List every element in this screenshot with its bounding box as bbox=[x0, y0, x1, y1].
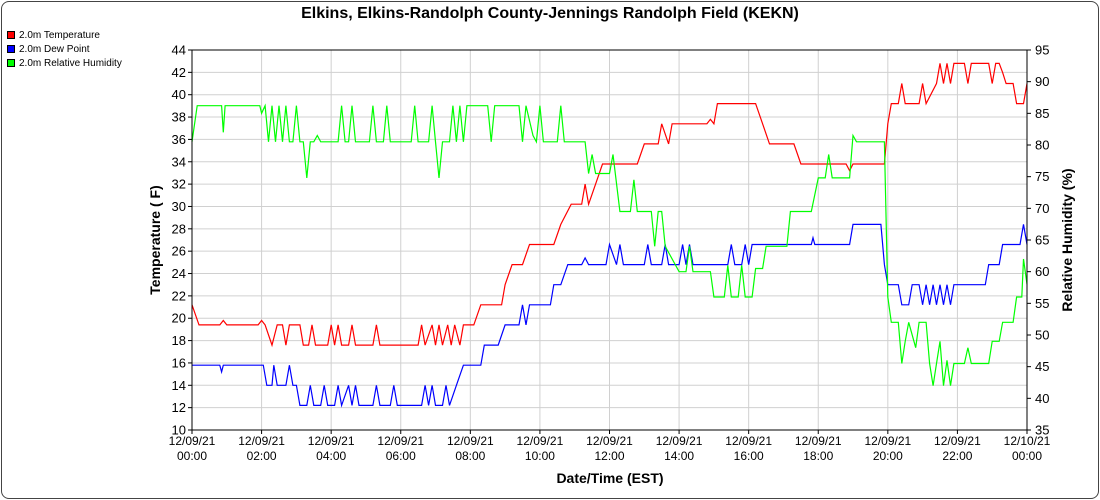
y-axis-left: 10 12 14 16 18 20 22 24 26 28 30 32 34 36 38 40 42 44 bbox=[172, 43, 192, 438]
x-tick-date: 12/09/21 bbox=[308, 434, 355, 448]
x-tick-date: 12/09/21 bbox=[795, 434, 842, 448]
legend-item-relative-humidity: 2.0m Relative Humidity bbox=[7, 56, 122, 70]
legend-swatch-temperature bbox=[7, 31, 15, 39]
x-tick-time: 10:00 bbox=[525, 449, 555, 463]
x-tick-date: 12/09/21 bbox=[725, 434, 772, 448]
y-right-tick-label: 90 bbox=[1035, 74, 1049, 89]
x-tick-date: 12/09/21 bbox=[586, 434, 633, 448]
x-axis: 12/09/2100:0012/09/2102:0012/09/2104:001… bbox=[169, 430, 1051, 463]
x-tick-time: 08:00 bbox=[455, 449, 485, 463]
legend-label-relative-humidity: 2.0m Relative Humidity bbox=[19, 57, 122, 69]
grid-layer bbox=[191, 49, 1028, 431]
series-line-2-0m-temperature bbox=[191, 62, 1028, 348]
x-tick-date: 12/09/21 bbox=[934, 434, 981, 448]
y-left-tick-label: 22 bbox=[172, 288, 186, 303]
x-tick-time: 12:00 bbox=[594, 449, 624, 463]
x-tick-date: 12/09/21 bbox=[377, 434, 424, 448]
y-left-tick-label: 14 bbox=[172, 378, 186, 393]
y-right-tick-label: 70 bbox=[1035, 201, 1049, 216]
x-axis-title: Date/Time (EST) bbox=[556, 470, 663, 486]
y-right-tick-label: 35 bbox=[1035, 423, 1049, 438]
y-left-tick-label: 10 bbox=[172, 423, 186, 438]
legend-item-temperature: 2.0m Temperature bbox=[7, 28, 122, 42]
y-right-tick-label: 75 bbox=[1035, 169, 1049, 184]
x-tick-time: 18:00 bbox=[803, 449, 833, 463]
x-tick-date: 12/09/21 bbox=[864, 434, 911, 448]
series-layer bbox=[191, 62, 1028, 408]
y-right-tick-label: 40 bbox=[1035, 391, 1049, 406]
y-right-tick-label: 95 bbox=[1035, 43, 1049, 58]
y-right-tick-label: 45 bbox=[1035, 359, 1049, 374]
series-line-2-0m-dew-point bbox=[192, 223, 1028, 408]
y-left-tick-label: 42 bbox=[172, 65, 186, 80]
y-left-tick-label: 32 bbox=[172, 177, 186, 192]
y-left-tick-label: 24 bbox=[172, 266, 186, 281]
x-tick-time: 02:00 bbox=[247, 449, 277, 463]
y-left-tick-label: 44 bbox=[172, 43, 186, 58]
x-tick-time: 20:00 bbox=[873, 449, 903, 463]
y-left-tick-label: 34 bbox=[172, 154, 186, 169]
y-left-tick-label: 36 bbox=[172, 132, 186, 147]
x-tick-date: 12/09/21 bbox=[517, 434, 564, 448]
x-tick-time: 22:00 bbox=[942, 449, 972, 463]
x-tick-time: 04:00 bbox=[316, 449, 346, 463]
y-left-tick-label: 30 bbox=[172, 199, 186, 214]
y-left-tick-label: 26 bbox=[172, 244, 186, 259]
x-tick-time: 00:00 bbox=[177, 449, 207, 463]
legend: 2.0m Temperature 2.0m Dew Point 2.0m Rel… bbox=[7, 28, 122, 70]
x-tick-time: 00:00 bbox=[1012, 449, 1042, 463]
x-tick-date: 12/10/21 bbox=[1004, 434, 1051, 448]
y-left-tick-label: 12 bbox=[172, 400, 186, 415]
series-line-2-0m-relative-humidity bbox=[191, 103, 1028, 386]
y-right-tick-label: 50 bbox=[1035, 328, 1049, 343]
y-right-tick-label: 80 bbox=[1035, 138, 1049, 153]
legend-label-dew-point: 2.0m Dew Point bbox=[19, 43, 90, 55]
y-right-tick-label: 55 bbox=[1035, 296, 1049, 311]
x-tick-date: 12/09/21 bbox=[238, 434, 285, 448]
y-left-tick-label: 38 bbox=[172, 110, 186, 125]
legend-label-temperature: 2.0m Temperature bbox=[19, 29, 100, 41]
x-tick-date: 12/09/21 bbox=[169, 434, 216, 448]
y-left-tick-label: 28 bbox=[172, 221, 186, 236]
y-right-tick-label: 60 bbox=[1035, 264, 1049, 279]
legend-item-dew-point: 2.0m Dew Point bbox=[7, 42, 122, 56]
y-left-tick-label: 16 bbox=[172, 355, 186, 370]
y-axis-right-title: Relative Humidity (%) bbox=[1059, 168, 1075, 311]
y-axis-right: 35 40 45 50 55 60 65 70 75 80 85 90 95 bbox=[1027, 43, 1049, 438]
x-tick-time: 14:00 bbox=[664, 449, 694, 463]
x-tick-date: 12/09/21 bbox=[447, 434, 494, 448]
y-left-tick-label: 18 bbox=[172, 333, 186, 348]
x-tick-date: 12/09/21 bbox=[656, 434, 703, 448]
legend-swatch-relative-humidity bbox=[7, 59, 15, 67]
y-left-tick-label: 40 bbox=[172, 87, 186, 102]
y-left-tick-label: 20 bbox=[172, 311, 186, 326]
y-right-tick-label: 85 bbox=[1035, 106, 1049, 121]
legend-swatch-dew-point bbox=[7, 45, 15, 53]
x-tick-time: 06:00 bbox=[386, 449, 416, 463]
y-axis-left-title: Temperature ( F) bbox=[147, 185, 163, 294]
y-right-tick-label: 65 bbox=[1035, 233, 1049, 248]
x-tick-time: 16:00 bbox=[734, 449, 764, 463]
chart-title: Elkins, Elkins-Randolph County-Jennings … bbox=[301, 5, 799, 22]
